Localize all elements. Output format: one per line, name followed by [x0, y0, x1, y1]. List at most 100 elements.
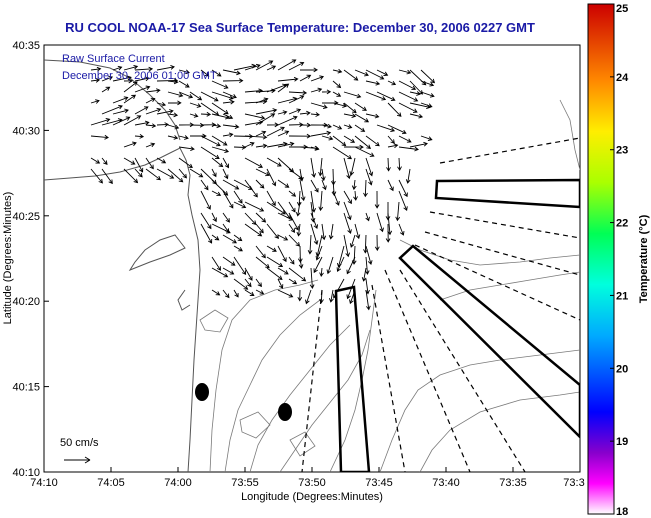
current-vector	[288, 256, 295, 265]
current-vector	[332, 146, 353, 160]
current-vector	[307, 234, 313, 255]
current-vector	[134, 168, 143, 178]
current-vector	[277, 289, 294, 298]
current-vector	[364, 256, 370, 275]
current-vector	[398, 146, 419, 152]
current-vector	[328, 223, 334, 240]
current-vector	[321, 135, 334, 141]
current-vector	[211, 135, 228, 146]
current-vector	[277, 234, 289, 241]
current-vector	[397, 157, 402, 171]
current-vector	[200, 190, 211, 210]
current-vector	[101, 104, 123, 115]
current-vector	[310, 157, 317, 178]
current-vector	[277, 141, 295, 148]
current-vector	[299, 168, 304, 182]
current-vector	[134, 157, 144, 173]
current-vector	[233, 201, 247, 209]
current-vector	[354, 102, 367, 111]
current-vector	[222, 234, 237, 244]
current-vector	[365, 135, 380, 147]
current-vector	[244, 223, 263, 237]
current-vector	[211, 289, 221, 296]
legend-line-2: December 30, 2006 01:00 GMT	[62, 70, 217, 82]
legend-line-1: Raw Surface Current	[62, 53, 165, 65]
colorbar-label: Temperature (°C)	[638, 214, 650, 303]
current-vector	[332, 80, 342, 89]
current-vector	[321, 100, 339, 106]
current-vector	[90, 168, 103, 184]
current-vector	[255, 168, 270, 177]
current-vector	[222, 113, 234, 120]
current-vector	[398, 102, 418, 113]
current-vector	[332, 91, 342, 97]
current-vector	[336, 256, 345, 273]
current-vector	[244, 267, 253, 281]
current-vector	[365, 80, 381, 86]
current-vector	[233, 145, 247, 150]
y-axis-label: Latitude (Degrees:Minutes)	[2, 192, 14, 325]
scale-label: 50 cm/s	[60, 437, 99, 449]
current-vector	[156, 101, 167, 107]
current-vector	[387, 143, 399, 149]
current-vector	[123, 115, 142, 126]
current-vector	[145, 88, 161, 93]
current-vector	[101, 157, 108, 165]
current-vector	[244, 201, 265, 212]
current-vector	[167, 124, 180, 130]
channel-outlines	[334, 178, 580, 472]
current-vector	[134, 85, 151, 93]
current-vector	[244, 142, 255, 148]
current-vector	[255, 130, 267, 137]
current-vector	[319, 267, 324, 277]
current-vector	[189, 91, 203, 101]
current-vector	[288, 190, 297, 197]
current-vector	[420, 102, 433, 108]
current-vector	[387, 80, 397, 86]
current-vector	[297, 289, 303, 302]
current-vector	[266, 201, 286, 215]
current-vector	[321, 123, 332, 129]
current-vector	[255, 289, 265, 295]
current-vector	[354, 113, 370, 123]
current-vector	[244, 63, 261, 71]
current-vector	[310, 75, 325, 82]
current-vector	[134, 106, 149, 115]
current-vector	[365, 69, 385, 80]
current-vector	[222, 124, 240, 130]
current-vector	[343, 144, 364, 150]
current-vector	[354, 146, 375, 157]
current-vector	[321, 179, 327, 191]
current-vector	[222, 190, 234, 209]
current-vector	[266, 126, 285, 137]
current-vector	[288, 133, 312, 139]
current-vector	[211, 212, 217, 223]
current-vector	[310, 102, 328, 109]
current-vector	[200, 212, 212, 230]
current-vector	[222, 69, 241, 76]
current-vector	[211, 123, 222, 129]
current-vector	[343, 113, 357, 119]
current-vector	[134, 120, 150, 126]
current-vector	[211, 234, 220, 241]
current-vector	[398, 135, 412, 143]
x-axis-label: Longitude (Degrees:Minutes)	[241, 491, 383, 503]
current-vector	[398, 91, 419, 102]
current-vector	[90, 157, 101, 164]
current-vector	[343, 135, 356, 143]
current-vector	[420, 69, 436, 84]
current-vector	[211, 69, 222, 77]
current-vector	[200, 223, 213, 244]
current-vector	[310, 112, 320, 117]
current-vector	[365, 289, 371, 311]
current-vector	[277, 179, 290, 188]
current-vector	[405, 168, 411, 184]
current-vector	[233, 234, 243, 242]
current-vector	[365, 168, 373, 186]
current-vector	[343, 69, 359, 81]
current-vector	[156, 157, 167, 164]
current-vector	[222, 267, 235, 275]
current-vector	[387, 179, 394, 192]
current-vector	[233, 245, 243, 252]
current-vector	[332, 124, 343, 130]
